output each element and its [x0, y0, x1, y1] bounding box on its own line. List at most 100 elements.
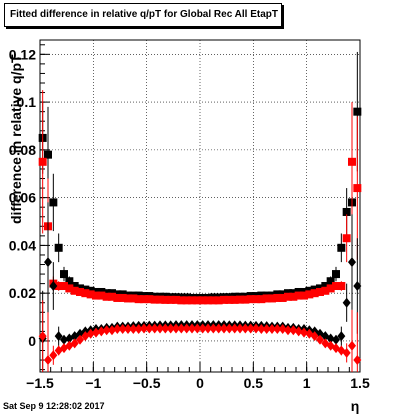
chart-title-box: Fitted difference in relative q/pT for G…: [4, 3, 282, 27]
data-point-square: [140, 295, 148, 304]
y-axis-title: difference in relative q/pT: [8, 54, 24, 224]
data-point-diamond: [188, 323, 196, 334]
data-point-square: [326, 284, 335, 293]
data-point-diamond: [156, 323, 164, 334]
data-point-square: [156, 295, 164, 304]
data-point-square: [76, 287, 84, 296]
data-point-diamond: [145, 323, 154, 334]
data-point-diamond: [236, 323, 244, 334]
data-point-square: [236, 295, 244, 304]
data-point-square: [65, 277, 74, 286]
data-point-square: [262, 294, 271, 303]
data-point-square: [278, 293, 287, 302]
x-axis-title: η: [351, 398, 360, 414]
data-point-square: [342, 207, 351, 216]
data-point-square: [54, 282, 63, 291]
data-point-square: [193, 296, 202, 305]
data-point-diamond: [118, 324, 127, 335]
data-point-square: [332, 270, 340, 279]
data-point-square: [230, 295, 239, 304]
data-point-diamond: [225, 323, 234, 334]
data-point-square: [113, 293, 122, 302]
data-point-diamond: [204, 323, 212, 334]
data-point-diamond: [108, 325, 116, 336]
data-point-diamond: [177, 323, 186, 334]
data-point-diamond: [134, 324, 143, 335]
data-point-square: [316, 287, 324, 296]
data-point-square: [241, 295, 250, 304]
y-tick-label: 0.04: [9, 237, 36, 253]
data-point-diamond: [198, 323, 207, 334]
data-point-square: [348, 157, 356, 166]
data-point-square: [60, 282, 68, 291]
data-point-diamond: [214, 323, 223, 334]
series-0: [38, 51, 362, 302]
data-point-diamond: [49, 281, 58, 292]
data-point-diamond: [348, 257, 356, 268]
data-point-diamond: [129, 324, 138, 335]
data-point-diamond: [241, 323, 250, 334]
data-point-square: [209, 296, 218, 305]
data-point-diamond: [150, 323, 159, 334]
data-point-square: [353, 184, 362, 193]
data-point-square: [353, 107, 362, 116]
data-point-square: [246, 295, 255, 304]
chart-title: Fitted difference in relative q/pT for G…: [10, 9, 279, 20]
data-point-square: [102, 292, 111, 301]
data-point-square: [54, 243, 63, 252]
data-point-diamond: [60, 334, 68, 345]
data-point-diamond: [294, 326, 303, 337]
data-point-square: [252, 295, 260, 304]
y-tick-label: 0.1: [17, 94, 37, 110]
footer-timestamp: Sat Sep 9 12:28:02 2017: [3, 401, 105, 411]
data-point-diamond: [342, 297, 351, 308]
data-point-diamond: [257, 324, 266, 335]
data-point-square: [225, 295, 234, 304]
data-point-diamond: [262, 324, 271, 335]
data-point-diamond: [273, 324, 282, 335]
data-point-square: [204, 296, 212, 305]
data-point-diamond: [209, 323, 218, 334]
x-tick-label: −0.5: [133, 375, 161, 391]
data-point-square: [188, 296, 196, 305]
data-point-square: [268, 294, 276, 303]
data-point-square: [92, 291, 100, 300]
data-point-square: [49, 198, 58, 207]
data-point-diamond: [92, 327, 100, 338]
data-point-diamond: [289, 325, 298, 336]
data-point-square: [70, 282, 79, 291]
data-point-square: [118, 293, 127, 302]
data-point-square: [166, 295, 175, 304]
data-point-diamond: [166, 323, 175, 334]
x-tick-label: −1: [85, 375, 101, 391]
data-point-diamond: [342, 347, 351, 358]
data-points: [38, 51, 362, 372]
data-point-diamond: [172, 323, 180, 334]
series-1: [38, 90, 362, 305]
data-point-square: [257, 295, 266, 304]
data-point-diamond: [230, 323, 239, 334]
data-point-diamond: [140, 323, 148, 334]
data-point-square: [284, 292, 292, 301]
data-point-diamond: [310, 331, 319, 342]
data-point-square: [124, 294, 132, 303]
x-tick-label: 0.5: [244, 375, 264, 391]
y-tick-label: 0: [28, 333, 36, 349]
data-point-square: [134, 295, 143, 304]
data-point-diamond: [348, 340, 356, 351]
data-point-diamond: [182, 323, 191, 334]
data-point-diamond: [113, 324, 122, 335]
x-tick-label: 0: [196, 375, 204, 391]
data-point-diamond: [102, 325, 111, 336]
data-point-diamond: [246, 323, 255, 334]
data-point-square: [145, 295, 154, 304]
data-point-diamond: [332, 334, 340, 345]
data-point-square: [321, 286, 330, 295]
data-point-diamond: [161, 323, 170, 334]
data-point-diamond: [353, 281, 362, 292]
data-point-diamond: [326, 333, 335, 344]
data-point-diamond: [278, 324, 287, 335]
y-tick-label: 0.12: [9, 46, 36, 62]
data-point-square: [220, 295, 228, 304]
data-point-square: [161, 295, 170, 304]
